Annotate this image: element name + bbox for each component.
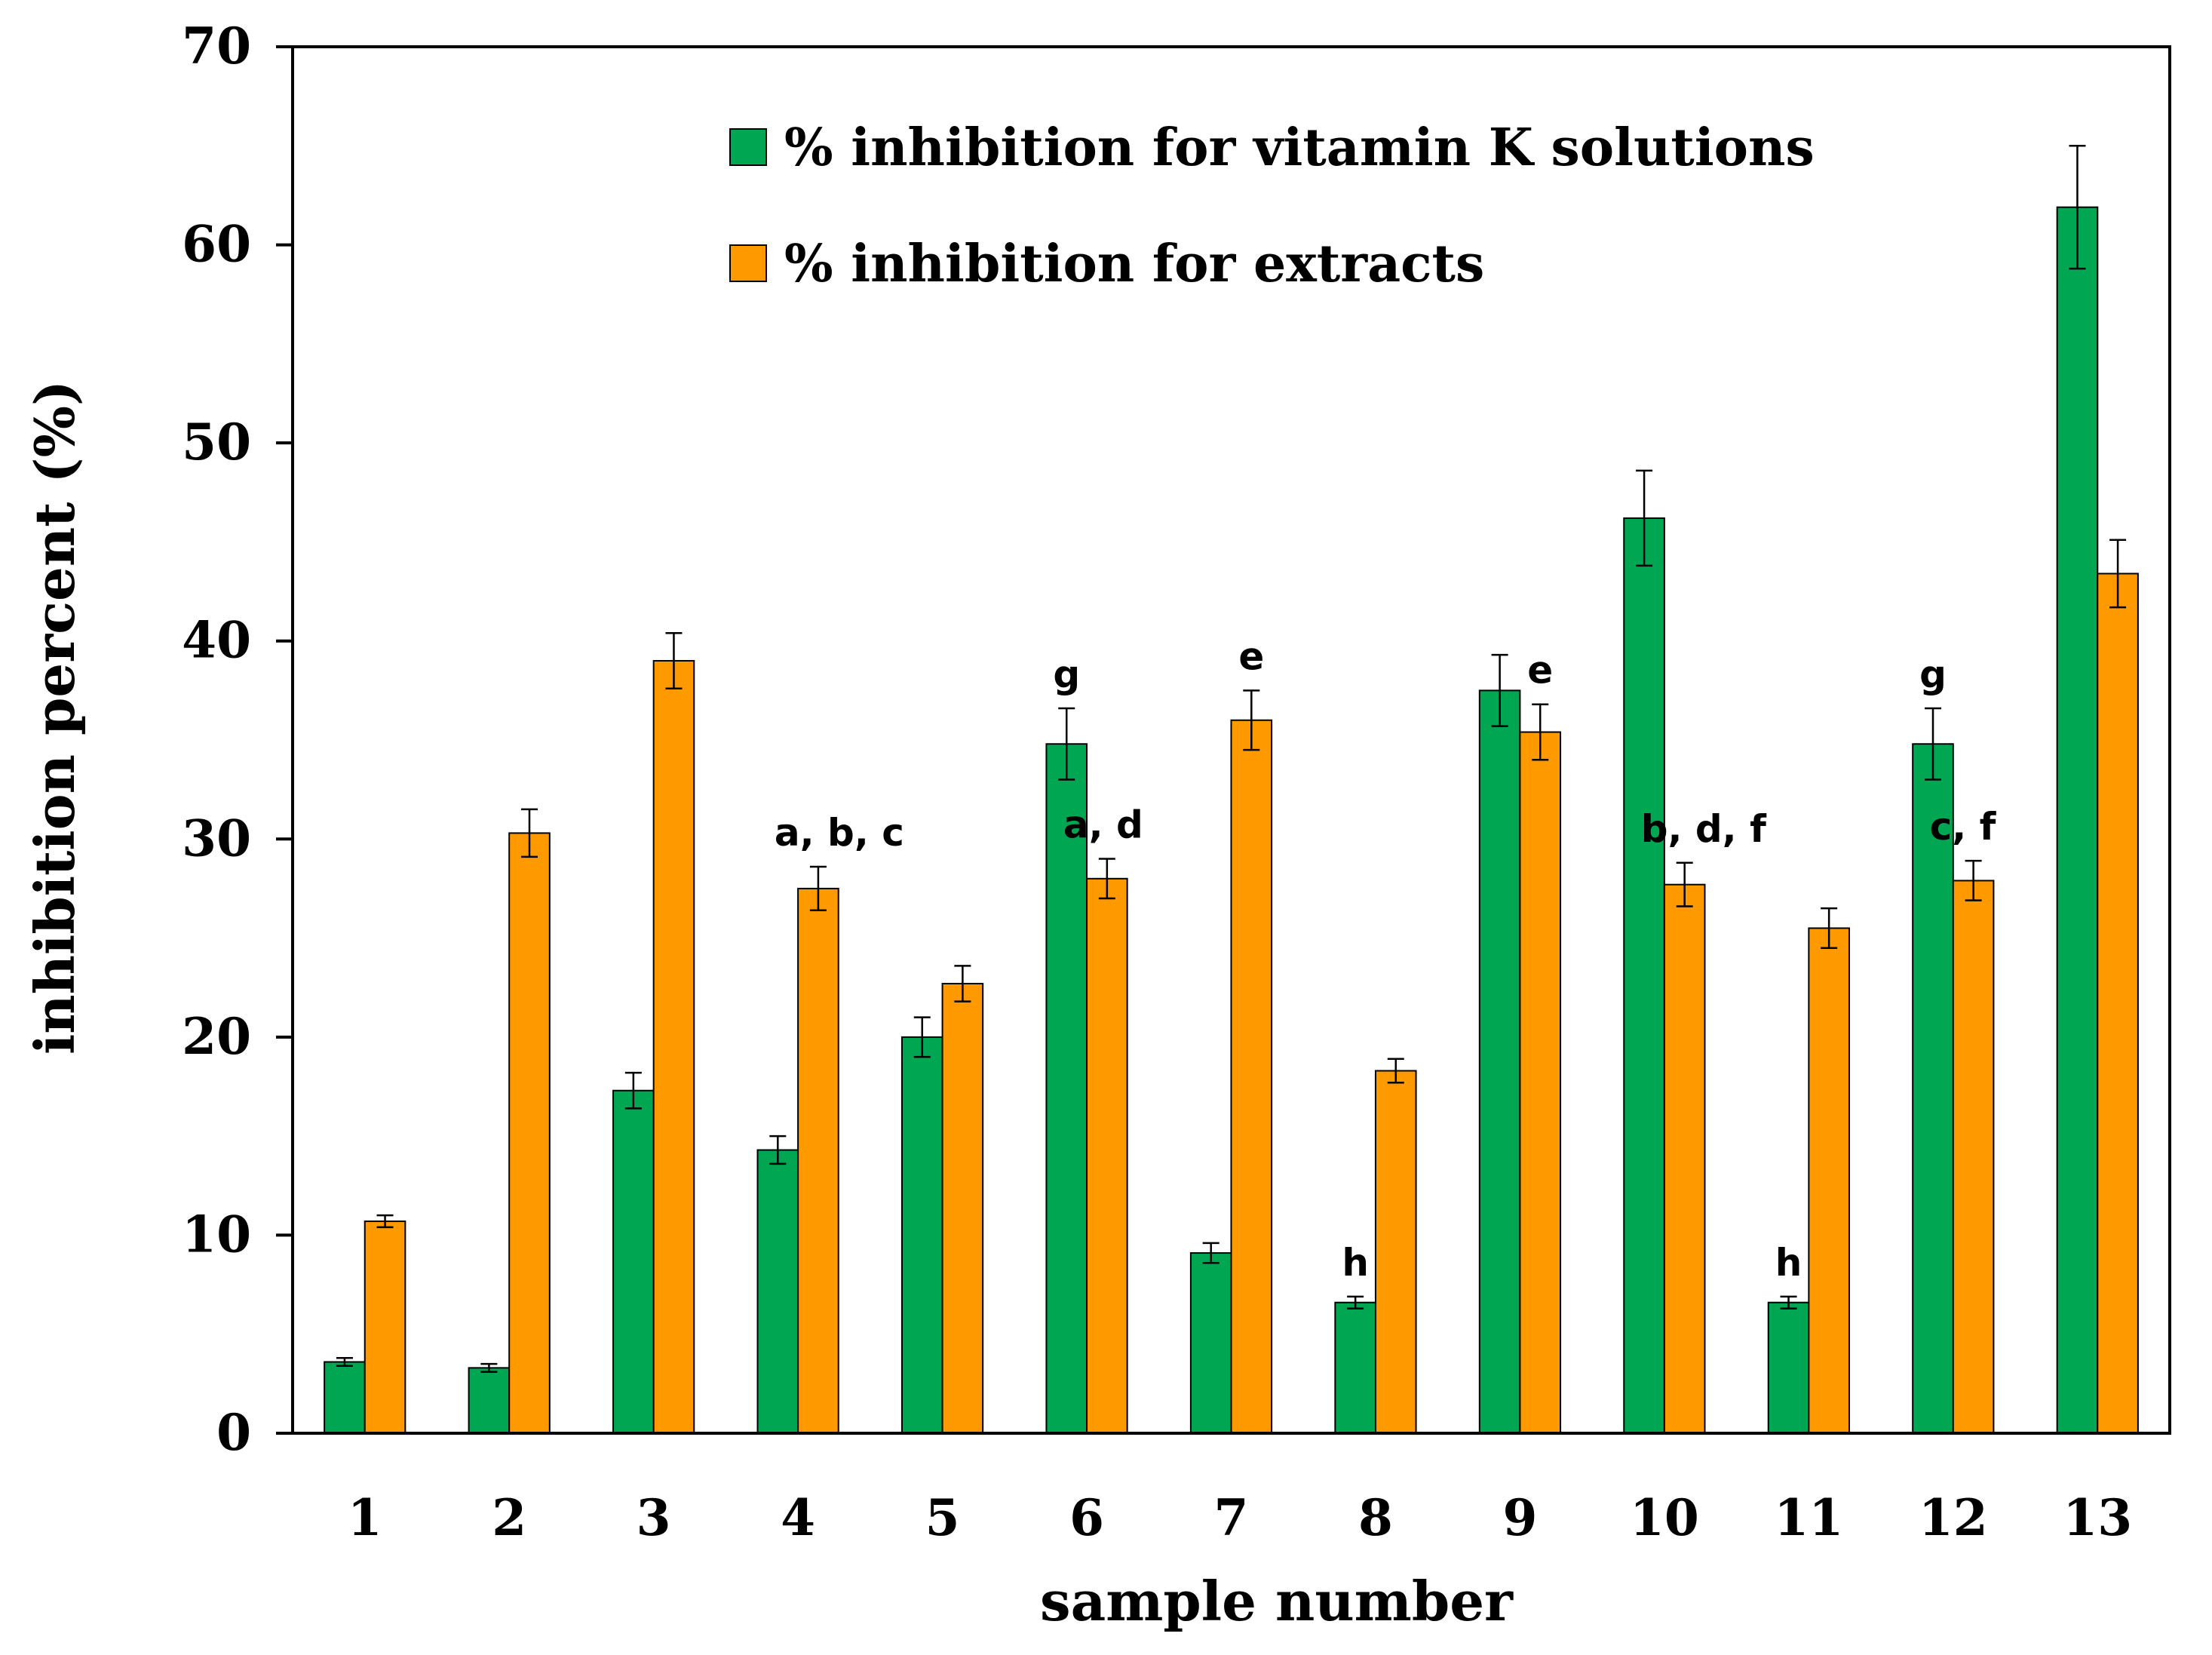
bar-vitamin-k-1 [324, 1362, 365, 1433]
bar-vitamin-k-10 [1624, 518, 1664, 1433]
x-tick-label: 2 [492, 1488, 526, 1547]
significance-label: g [1919, 652, 1947, 696]
x-tick-label: 1 [348, 1488, 382, 1547]
bar-vitamin-k-4 [758, 1150, 799, 1433]
bar-vitamin-k-8 [1335, 1303, 1376, 1433]
x-tick-label: 13 [2063, 1488, 2132, 1547]
bar-vitamin-k-2 [469, 1368, 510, 1433]
y-tick-label: 70 [182, 17, 251, 75]
bar-extract-6 [1087, 879, 1127, 1433]
x-tick-label: 10 [1630, 1488, 1699, 1547]
x-axis-title: sample number [1040, 1569, 1514, 1633]
y-tick-label: 60 [182, 215, 251, 274]
bar-extract-10 [1664, 885, 1705, 1433]
y-tick-label: 40 [182, 611, 251, 670]
x-tick-label: 8 [1358, 1488, 1393, 1547]
legend-label-extract: % inhibition for extracts [784, 234, 1484, 294]
bar-extract-3 [654, 661, 695, 1433]
y-tick-label: 0 [216, 1403, 251, 1462]
bar-vitamin-k-5 [902, 1037, 943, 1433]
significance-label: e [1527, 649, 1553, 692]
y-tick-label: 50 [182, 413, 251, 471]
bar-vitamin-k-13 [2057, 207, 2098, 1433]
legend-swatch-vitamin-k [730, 129, 766, 165]
significance-label: h [1342, 1241, 1369, 1285]
significance-label: c, f [1930, 805, 1997, 849]
bar-vitamin-k-3 [613, 1091, 654, 1433]
y-tick-label: 30 [182, 809, 251, 867]
bar-vitamin-k-7 [1191, 1253, 1232, 1433]
bar-chart: a, b, c g a, d e h e b, d, f h g c, f 0 10 20 30 40 50… [0, 0, 2212, 1655]
bar-extract-11 [1809, 928, 1849, 1433]
x-tick-label: 3 [637, 1488, 671, 1547]
bar-vitamin-k-6 [1046, 744, 1087, 1433]
legend-label-vitamin-k: % inhibition for vitamin K solutions [784, 118, 1815, 178]
bar-extract-13 [2097, 573, 2138, 1433]
legend-swatch-extract [730, 245, 766, 281]
x-tick-label: 12 [1919, 1488, 1988, 1547]
x-tick-label: 6 [1069, 1488, 1104, 1547]
bar-extract-8 [1376, 1070, 1416, 1433]
x-tick-label: 9 [1502, 1488, 1537, 1547]
bar-vitamin-k-11 [1769, 1303, 1809, 1433]
bar-extract-7 [1232, 720, 1272, 1433]
x-tick-label: 11 [1774, 1488, 1843, 1547]
x-tick-label: 7 [1214, 1488, 1249, 1547]
significance-label: g [1053, 652, 1080, 696]
significance-label: h [1775, 1241, 1802, 1285]
significance-label: a, d [1063, 803, 1143, 847]
bar-extract-9 [1520, 732, 1560, 1433]
bar-vitamin-k-9 [1480, 690, 1520, 1433]
bar-extract-5 [943, 984, 983, 1433]
bar-extract-12 [1953, 880, 1994, 1433]
bar-extract-1 [365, 1221, 406, 1433]
y-axis-title: inhibition percent (%) [23, 380, 87, 1055]
bar-extract-2 [509, 833, 550, 1433]
y-tick-label: 20 [182, 1007, 251, 1066]
significance-label: b, d, f [1641, 807, 1767, 851]
x-tick-label: 5 [925, 1488, 960, 1547]
significance-label: e [1238, 634, 1264, 678]
significance-label: a, b, c [775, 811, 904, 855]
x-tick-label: 4 [781, 1488, 815, 1547]
bar-extract-4 [798, 889, 839, 1433]
y-tick-label: 10 [182, 1205, 251, 1264]
